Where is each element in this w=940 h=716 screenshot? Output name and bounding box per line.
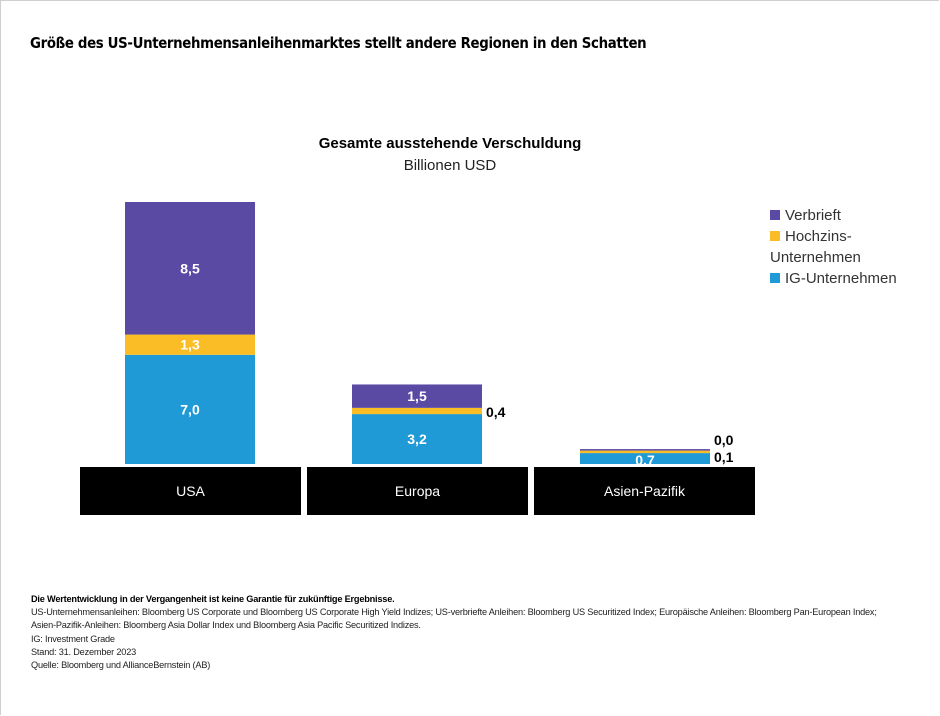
bar-usa-verbrieft <box>125 202 255 335</box>
legend-label-hochzins-line2: Unternehmen <box>770 249 861 266</box>
footnote-source: Quelle: Bloomberg und AllianceBernstein … <box>31 660 211 671</box>
data-label-europa-hochzins-unternehmen: 0,4 <box>486 404 506 420</box>
data-label-usa-hochzins-unternehmen: 1,3 <box>180 337 200 353</box>
footnote-line: US-Unternehmensanleihen: Bloomberg US Co… <box>31 607 877 618</box>
legend-item-verbrieft: Verbrieft <box>770 205 897 226</box>
footnote-line: Asien-Pazifik-Anleihen: Bloomberg Asia D… <box>31 620 421 631</box>
footnote-line: Stand: 31. Dezember 2023 <box>31 646 137 657</box>
legend-item-hochzins-cont: Unternehmen <box>770 247 897 268</box>
legend-item-hochzins: Hochzins- <box>770 226 897 247</box>
category-label-europa: Europa <box>395 483 440 499</box>
footnotes: Die Wertentwicklung in der Vergangenheit… <box>31 593 877 672</box>
data-label-asien-pazifik-ig-unternehmen: 0,7 <box>635 452 655 468</box>
bar-asien-pazifik-verbrieft <box>580 449 710 451</box>
disclaimer: Die Wertentwicklung in der Vergangenheit… <box>31 594 395 604</box>
legend-swatch-ig <box>770 273 780 283</box>
footnote-line: IG: Investment Grade <box>31 633 115 644</box>
bar-asien-pazifik-ig-unternehmen <box>580 453 710 464</box>
legend-label-hochzins: Hochzins- <box>785 228 852 245</box>
data-label-asien-pazifik-verbrieft: 0,0 <box>714 432 734 448</box>
legend-label-ig: IG-Unternehmen <box>785 270 897 287</box>
bar-usa-ig-unternehmen <box>125 354 255 464</box>
legend-item-ig: IG-Unternehmen <box>770 268 897 289</box>
legend-swatch-verbrieft <box>770 210 780 220</box>
bar-asien-pazifik-hochzins-unternehmen <box>580 450 710 454</box>
data-label-usa-verbrieft: 8,5 <box>180 260 200 276</box>
legend-label-verbrieft: Verbrieft <box>785 207 841 224</box>
chart-title: Gesamte ausstehende Verschuldung <box>318 135 582 152</box>
category-box-asien-pazifik <box>534 467 755 515</box>
category-box-europa <box>307 467 528 515</box>
category-box-usa <box>80 467 301 515</box>
data-label-usa-ig-unternehmen: 7,0 <box>180 401 200 417</box>
data-label-europa-verbrieft: 1,5 <box>407 388 427 404</box>
category-label-asien-pazifik: Asien-Pazifik <box>604 483 686 499</box>
bar-europa-verbrieft <box>352 384 482 408</box>
bar-europa-hochzins-unternehmen <box>352 407 482 415</box>
chart-subtitle: Billionen USD <box>403 157 497 174</box>
bar-europa-ig-unternehmen <box>352 414 482 464</box>
data-label-asien-pazifik-hochzins-unternehmen: 0,1 <box>714 449 734 465</box>
category-label-usa: USA <box>176 483 205 499</box>
page-title: Größe des US-Unternehmensanleihenmarktes… <box>30 34 647 52</box>
bar-usa-hochzins-unternehmen <box>125 334 255 355</box>
legend-swatch-hochzins <box>770 231 780 241</box>
data-label-europa-ig-unternehmen: 3,2 <box>407 431 427 447</box>
chart-legend: Verbrieft Hochzins- Unternehmen IG-Unter… <box>770 205 897 289</box>
